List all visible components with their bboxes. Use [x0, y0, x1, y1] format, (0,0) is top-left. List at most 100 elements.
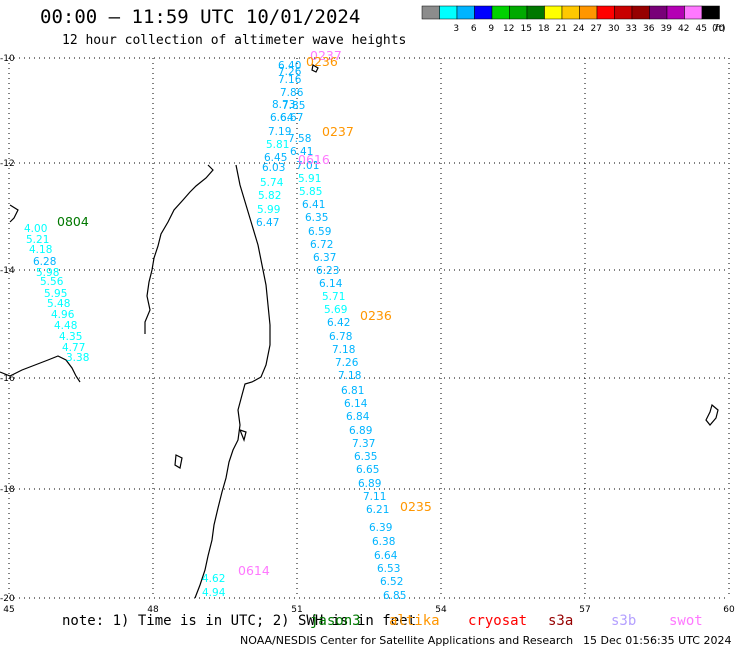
- swh-value-label: 7.11: [363, 491, 386, 503]
- swh-value-label: 5.82: [258, 190, 281, 202]
- swh-value-label: 6.65: [356, 464, 379, 476]
- legend-tick-label: 30: [608, 24, 620, 34]
- swh-value-label: 6.53: [377, 563, 400, 575]
- legend-tick-label: 3: [453, 24, 459, 34]
- legend-unit: (ft): [712, 24, 726, 34]
- pass-time-label: 0236: [360, 308, 392, 323]
- legend-tick-label: 70: [713, 24, 725, 34]
- map-title: 00:00 – 11:59 UTC 10/01/2024: [40, 6, 361, 28]
- swh-value-label: 5.71: [322, 291, 345, 303]
- swh-value-label: 6.85: [383, 590, 406, 602]
- swh-value-label: 4.35: [59, 331, 82, 343]
- swh-value-label: 7.18: [332, 344, 355, 356]
- swh-value-label: 4.00: [24, 223, 47, 235]
- longitude-tick-label: 54: [435, 605, 447, 615]
- pass-time-label: 0614: [238, 563, 270, 578]
- swh-value-label: 6.23: [316, 265, 339, 277]
- mainland-coast: [9, 204, 19, 223]
- pass-time-label: 0616: [298, 152, 330, 167]
- swh-value-label: 7.26: [335, 357, 359, 369]
- swh-value-label: 6.35: [305, 212, 328, 224]
- legend-tick-label: 33: [626, 24, 637, 34]
- swh-value-label: 4.18: [29, 244, 52, 256]
- swh-readings: 6.407.267.167.867.858.736.676.647.195.81…: [24, 60, 406, 602]
- latitude-tick-label: -18: [0, 485, 15, 495]
- longitude-tick-label: 45: [3, 605, 14, 615]
- swh-value-label: 4.48: [54, 320, 77, 332]
- swh-value-label: 6.64: [374, 550, 398, 562]
- swh-value-label: 4.77: [62, 342, 85, 354]
- swh-value-label: 5.98: [36, 267, 59, 279]
- swh-value-label: 6.28: [33, 256, 56, 268]
- madagascar-coast: [194, 164, 271, 599]
- swh-value-label: 8.73: [272, 99, 295, 111]
- legend-tick-label: 24: [573, 24, 585, 34]
- swh-value-label: 6.59: [308, 226, 331, 238]
- swh-value-label: 6.42: [327, 317, 350, 329]
- longitude-tick-label: 57: [579, 605, 590, 615]
- swh-value-label: 6.39: [369, 522, 392, 534]
- swh-value-label: 7.18: [338, 370, 361, 382]
- swh-value-label: 5.74: [260, 177, 284, 189]
- swh-value-label: 6.21: [366, 504, 389, 516]
- islet-1: [174, 454, 183, 469]
- satellite-swot: swot: [669, 613, 703, 629]
- swh-value-label: 6.41: [290, 146, 313, 158]
- swh-value-label: 6.14: [319, 278, 343, 290]
- latitude-tick-label: -20: [0, 594, 15, 604]
- islet-2: [238, 429, 247, 442]
- latitude-tick-label: -14: [0, 266, 15, 276]
- swh-value-label: 6.40: [278, 60, 301, 72]
- swh-value-label: 6.72: [310, 239, 333, 251]
- color-legend: 3 6 9 12 15 18 21 24 27 30 33 36 39 42 45 70(ft): [421, 5, 726, 34]
- legend-tick-label: 21: [556, 24, 567, 34]
- satellite-s3b: s3b: [611, 613, 637, 629]
- pass-time-label: 0237: [310, 48, 342, 63]
- swh-value-label: 6.03: [262, 162, 285, 174]
- swh-value-label: 6.45: [264, 152, 287, 164]
- longitude-tick-label: 51: [291, 605, 302, 615]
- swh-value-label: 5.81: [266, 139, 289, 151]
- map-subtitle: 12 hour collection of altimeter wave hei…: [62, 33, 407, 48]
- legend-tick-label: 39: [661, 24, 673, 34]
- swh-value-label: 7.01: [296, 160, 319, 172]
- swh-value-label: 5.85: [299, 186, 322, 198]
- swh-value-label: 5.48: [47, 298, 70, 310]
- swh-value-label: 6.41: [302, 199, 325, 211]
- legend-swatch: [701, 5, 720, 20]
- longitude-tick-label: 48: [147, 605, 159, 615]
- swh-value-label: 5.91: [298, 173, 321, 185]
- footer-note-row: note: 1) Time is in UTC; 2) SWH is in fe…: [0, 613, 740, 629]
- latitude-tick-label: -10: [0, 54, 15, 64]
- legend-tick-label: 42: [678, 24, 689, 34]
- coastline: [0, 64, 719, 599]
- swh-value-label: 7.85: [282, 100, 305, 112]
- credit-timestamp: 15 Dec 01:56:35 UTC 2024: [583, 634, 732, 647]
- swh-value-label: 6.38: [372, 536, 395, 548]
- credit-line: NOAA/NESDIS Center for Satellite Applica…: [240, 634, 574, 647]
- swh-value-label: 3.38: [66, 352, 89, 364]
- satellite-s3a: s3a: [548, 613, 574, 629]
- swh-value-label: 7.16: [278, 74, 302, 86]
- satellite-cryosat: cryosat: [468, 613, 528, 629]
- swh-value-label: 6.84: [346, 411, 370, 423]
- swh-value-label: 7.19: [268, 126, 291, 138]
- legend-tick-label: 27: [591, 24, 602, 34]
- island-east: [705, 403, 719, 426]
- pass-time-label: 0237: [322, 124, 354, 139]
- longitude-tick-label: 60: [723, 605, 735, 615]
- latitude-tick-label: -16: [0, 374, 15, 384]
- swh-value-label: 6.89: [349, 425, 372, 437]
- swh-value-label: 5.21: [26, 234, 49, 246]
- satellite-jason3: jason3: [310, 613, 361, 629]
- legend-tick-label: 6: [471, 24, 477, 34]
- swh-value-label: 5.56: [40, 276, 64, 288]
- swh-value-label: 7.26: [278, 66, 302, 78]
- pass-time-label: 0235: [400, 499, 432, 514]
- swh-value-label: 5.69: [324, 304, 347, 316]
- swh-value-label: 4.94: [202, 587, 226, 599]
- island-north: [311, 64, 319, 73]
- legend-tick-label: 12: [503, 24, 514, 34]
- swh-value-label: 6.81: [341, 385, 364, 397]
- legend-tick-label: 45: [696, 24, 707, 34]
